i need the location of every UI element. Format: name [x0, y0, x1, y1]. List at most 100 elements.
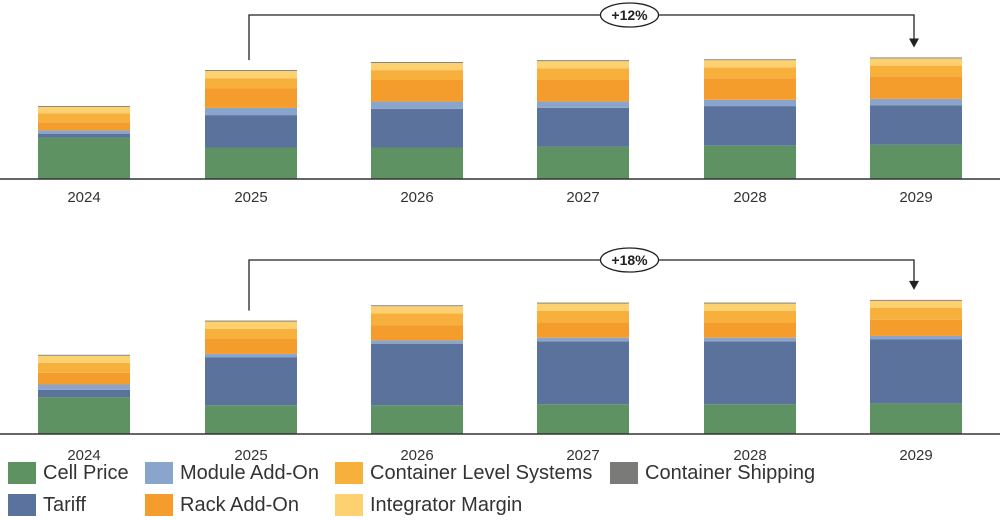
bar-segment-rack-add-on-2026 [371, 325, 463, 341]
bar-segment-module-add-on-2026 [371, 340, 463, 344]
x-tick-label: 2026 [400, 447, 433, 460]
bar-segment-module-add-on-2026 [371, 101, 463, 109]
bar-segment-tariff-2026 [371, 108, 463, 148]
bar-2027 [537, 60, 629, 179]
bar-segment-integrator-margin-2026 [371, 306, 463, 314]
legend-label-module-addon: Module Add-On [180, 461, 319, 484]
bar-segment-integrator-margin-2028 [704, 60, 796, 68]
bar-segment-tariff-2024 [38, 389, 130, 398]
bar-segment-integrator-margin-2027 [537, 61, 629, 69]
bar-2026 [371, 305, 463, 434]
annotation-arrowhead-icon [909, 280, 919, 290]
chart-panel-1: 2024 2025 2026 2027 2028 2029 +12% [0, 2, 1000, 206]
x-tick-label: 2028 [733, 447, 766, 460]
x-tick-label: 2027 [566, 189, 599, 206]
bar-segment-cell-price-2028 [704, 145, 796, 179]
bar-segment-module-add-on-2029 [870, 335, 962, 340]
bar-segment-cell-price-2024 [38, 397, 130, 434]
legend-item-container-shipping: Container Shipping [610, 458, 815, 488]
bar-segment-module-add-on-2025 [205, 353, 297, 358]
legend-item-tariff: Tariff [8, 490, 86, 520]
bar-segment-cell-price-2026 [371, 147, 463, 179]
bar-segment-rack-add-on-2026 [371, 80, 463, 102]
bar-segment-container-level-systems-2024 [38, 113, 130, 123]
bar-segment-cell-price-2025 [205, 147, 297, 179]
bar-segment-tariff-2027 [537, 341, 629, 405]
legend-item-module-addon: Module Add-On [145, 458, 319, 488]
bar-segment-module-add-on-2028 [704, 337, 796, 342]
bar-segment-tariff-2026 [371, 344, 463, 406]
bar-segment-rack-add-on-2024 [38, 372, 130, 385]
bar-segment-tariff-2025 [205, 357, 297, 406]
annotation-bracket-line [248, 259, 915, 311]
bar-segment-container-shipping-2025 [205, 70, 297, 71]
bar-segment-cell-price-2027 [537, 404, 629, 434]
bar-segment-container-level-systems-2026 [371, 313, 463, 326]
x-tick-label: 2025 [234, 189, 267, 206]
legend-swatch-tariff [8, 494, 36, 516]
annotation-arrowhead-icon [909, 38, 919, 48]
legend-label-container-shipping: Container Shipping [645, 461, 816, 484]
bar-segment-rack-add-on-2027 [537, 322, 629, 338]
bar-segment-module-add-on-2027 [537, 337, 629, 342]
bar-segment-cell-price-2025 [205, 405, 297, 434]
bar-2028 [704, 302, 796, 434]
bar-segment-module-add-on-2024 [38, 384, 130, 390]
legend-item-integrator-margin: Integrator Margin [335, 490, 522, 520]
bar-2025 [205, 320, 297, 434]
bar-segment-module-add-on-2024 [38, 130, 130, 134]
bar-segment-cell-price-2024 [38, 137, 130, 179]
bar-segment-container-level-systems-2025 [205, 78, 297, 89]
bar-2024 [38, 106, 130, 179]
growth-annotation: +12% [248, 2, 919, 61]
bar-segment-cell-price-2029 [870, 403, 962, 434]
bar-segment-tariff-2029 [870, 105, 962, 145]
legend-item-container-level-systems: Container Level Systems [335, 458, 592, 488]
bar-2024 [38, 354, 130, 434]
bar-2027 [537, 302, 629, 434]
bar-segment-container-level-systems-2026 [371, 70, 463, 80]
x-tick-label: 2029 [899, 189, 932, 206]
bar-segment-container-level-systems-2027 [537, 310, 629, 323]
bar-segment-container-shipping-2024 [38, 106, 130, 107]
legend: Cell Price Tariff Module Add-On Rack Add… [8, 458, 998, 518]
x-tick-label: 2029 [899, 447, 932, 460]
bar-segment-rack-add-on-2029 [870, 76, 962, 99]
annotation-label: +18% [611, 252, 648, 268]
bar-2029 [870, 57, 962, 179]
annotation-bracket-line [248, 14, 915, 61]
bar-segment-container-level-systems-2027 [537, 68, 629, 80]
bar-segment-container-level-systems-2024 [38, 362, 130, 373]
legend-swatch-container-shipping [610, 462, 638, 484]
bar-segment-container-shipping-2026 [371, 62, 463, 63]
x-tick-label: 2028 [733, 189, 766, 206]
legend-label-rack-addon: Rack Add-On [180, 493, 299, 516]
bar-segment-rack-add-on-2027 [537, 80, 629, 102]
bar-segment-module-add-on-2025 [205, 107, 297, 116]
bar-2029 [870, 299, 962, 434]
annotation-badge [599, 247, 660, 273]
bar-segment-integrator-margin-2029 [870, 58, 962, 66]
bar-segment-container-level-systems-2029 [870, 308, 962, 320]
bar-segment-cell-price-2027 [537, 146, 629, 179]
bar-segment-container-shipping-2026 [371, 305, 463, 307]
bar-segment-integrator-margin-2025 [205, 71, 297, 79]
bar-2026 [371, 62, 463, 179]
bar-segment-container-shipping-2024 [38, 354, 130, 356]
legend-swatch-cell-price [8, 462, 36, 484]
annotation-label: +12% [611, 7, 648, 23]
bar-segment-container-shipping-2029 [870, 57, 962, 59]
legend-swatch-integrator-margin [335, 494, 363, 516]
chart-panel-2: 2024 2025 2026 2027 2028 2029 +18% [0, 247, 1000, 460]
bar-segment-cell-price-2026 [371, 405, 463, 434]
bar-segment-cell-price-2028 [704, 404, 796, 434]
bar-2025 [205, 70, 297, 179]
bar-segment-integrator-margin-2029 [870, 300, 962, 308]
legend-label-cell-price: Cell Price [43, 461, 129, 484]
bar-segment-tariff-2024 [38, 134, 130, 138]
bar-segment-rack-add-on-2029 [870, 319, 962, 336]
bar-segment-module-add-on-2029 [870, 98, 962, 106]
bar-segment-tariff-2028 [704, 106, 796, 146]
x-tick-label: 2027 [566, 447, 599, 460]
